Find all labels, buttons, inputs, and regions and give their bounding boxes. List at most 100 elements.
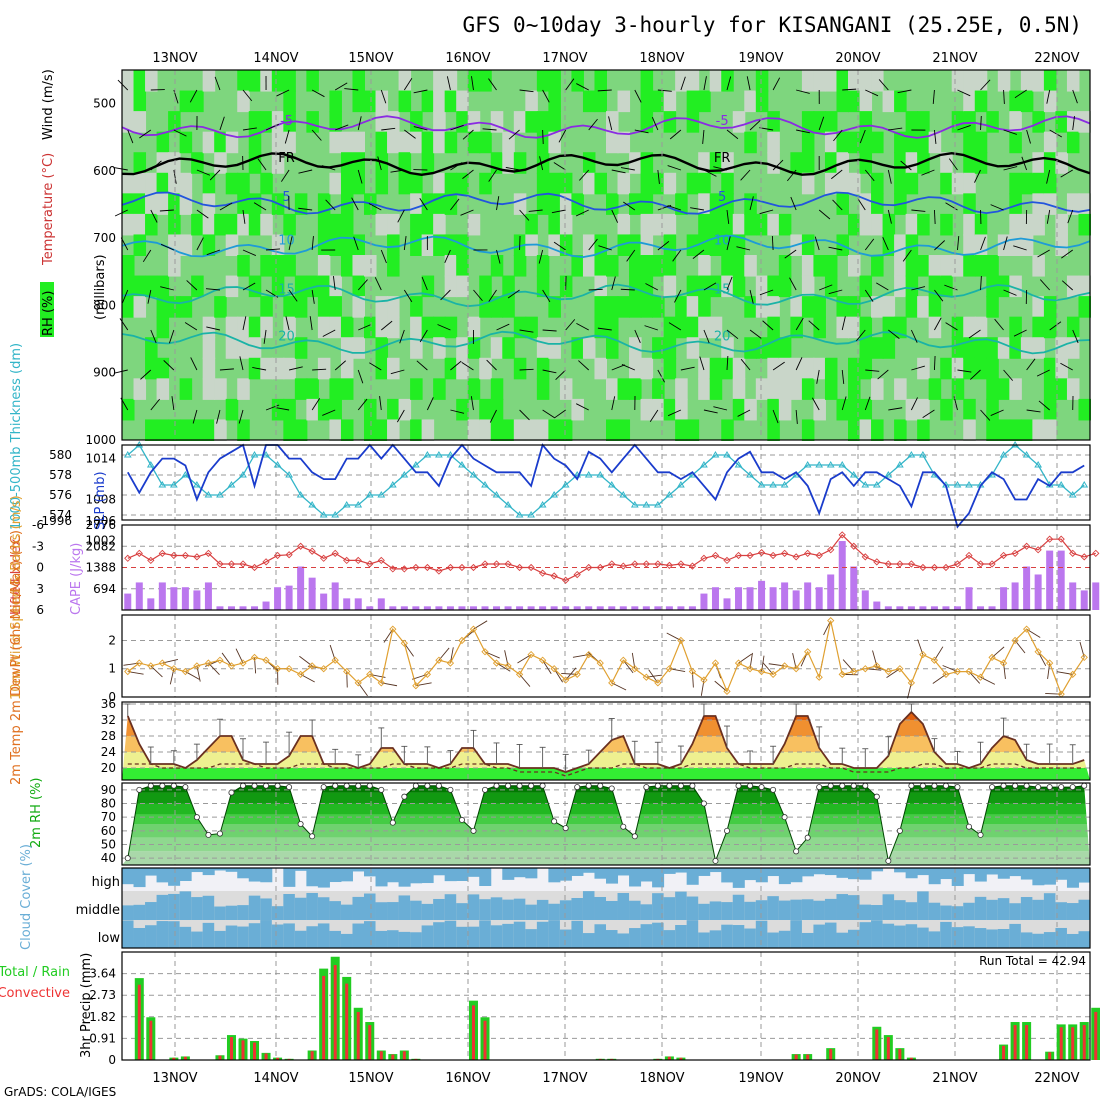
thickness-marker — [919, 451, 927, 458]
rh-cell-dry — [202, 357, 216, 380]
lifted-index-marker — [1069, 549, 1077, 557]
rh-cell-dry — [502, 131, 515, 154]
wind-barb — [713, 166, 728, 171]
rh-cell-dry — [801, 172, 815, 195]
precip-convective-bar — [471, 1005, 475, 1060]
rh-cell-moist — [917, 419, 930, 441]
rh-cell-moist — [963, 111, 976, 133]
wind-speed-marker — [596, 659, 604, 667]
cloud-cell — [260, 868, 273, 883]
wind-speed-marker — [354, 679, 362, 687]
wind-barb — [597, 327, 612, 331]
thickness-marker — [884, 471, 893, 478]
isotherm-label: 5 — [718, 190, 726, 205]
rh-cell-moist — [894, 419, 907, 441]
rh-cell-moist — [882, 234, 896, 256]
rh2m-marker — [1058, 784, 1065, 791]
thickness-marker — [227, 481, 236, 488]
rh-cell-moist — [848, 419, 861, 441]
run-total-label: Run Total = 42.94 — [979, 954, 1086, 968]
rh-cell-dry — [894, 234, 907, 256]
wind-barb — [578, 360, 590, 371]
cloud-cell — [629, 900, 642, 920]
top-date-axis: 13NOV 14NOV 15NOV 16NOV 17NOV 18NOV 19NOV 20NOV… — [152, 51, 1079, 66]
rh-cell-moist — [767, 275, 780, 298]
rh-cell-moist — [744, 337, 757, 359]
rh2m-marker — [539, 782, 546, 789]
rh-cell-dry — [329, 419, 342, 441]
rh-cell-moist — [421, 131, 435, 154]
cloud-cell — [744, 868, 757, 881]
wind-barb — [588, 288, 603, 291]
rh-cell-moist — [237, 419, 250, 441]
cloud-cell — [675, 868, 688, 873]
wind-barb — [397, 209, 405, 223]
cloud-cell — [168, 921, 181, 948]
cloud-cell — [467, 894, 480, 920]
cloud-cell — [133, 927, 146, 948]
wind-barb — [551, 209, 566, 214]
rh-cell-moist — [398, 90, 412, 113]
wind-barb — [795, 409, 798, 424]
rh2m-marker — [193, 814, 200, 821]
cape-bar — [170, 587, 178, 610]
rh-cell-moist — [271, 255, 285, 277]
wind-barb — [887, 209, 892, 224]
wind-speed-marker — [193, 662, 201, 670]
wind-barb — [558, 129, 567, 143]
thickness-marker — [849, 471, 858, 478]
rh-cell-moist — [548, 111, 561, 133]
cape-axis-label: CAPE (J/kg) — [69, 543, 84, 615]
lifted-index-marker — [250, 563, 259, 572]
rh2m-marker — [620, 823, 627, 830]
rh-cell-moist — [306, 111, 319, 133]
wind-barb — [390, 369, 405, 375]
rh2m-marker — [654, 782, 661, 789]
wind-barb — [216, 409, 221, 424]
lifted-index-marker — [873, 558, 881, 566]
wind-speed-marker — [273, 665, 282, 673]
wind-speed-marker — [262, 656, 270, 664]
wind-barb — [311, 129, 322, 141]
rh-cell-dry — [225, 337, 239, 359]
cape-bar — [274, 587, 282, 610]
rh-cell-moist — [479, 172, 492, 195]
lifted-index-marker — [527, 563, 535, 572]
rh-cell-dry — [513, 111, 527, 133]
cape-bar — [665, 606, 673, 610]
rh-cell-moist — [548, 90, 561, 113]
rh-cell-moist — [698, 275, 711, 298]
cloud-cell — [444, 894, 457, 920]
rh2m-marker — [885, 857, 892, 864]
rh-cell-moist — [260, 255, 273, 277]
wind-barb — [911, 365, 925, 371]
rh-cell-moist — [663, 255, 677, 277]
rh-cell-moist — [133, 70, 147, 92]
rh-cell-moist — [640, 255, 654, 277]
wind-barb — [471, 76, 474, 91]
rh-cell-moist — [824, 275, 838, 298]
thickness-marker — [619, 491, 628, 498]
rh-cell-dry — [940, 255, 953, 277]
cape-bar — [527, 606, 535, 610]
cloud-cell — [824, 868, 837, 876]
rh-cell-moist — [997, 378, 1011, 400]
rh-cell-moist — [283, 255, 296, 277]
cape-bar — [827, 574, 835, 610]
rh-cell-dry — [824, 172, 838, 195]
cape-bar — [308, 577, 316, 610]
wind-barb — [608, 116, 613, 131]
rh-cell-dry — [260, 316, 273, 339]
cloud-cell — [571, 898, 584, 920]
temp2m-tick-label: 28 — [101, 729, 116, 743]
wind-barb — [266, 248, 281, 251]
thickness-marker — [193, 481, 201, 488]
rh-cell-moist — [629, 296, 642, 318]
rh-cell-moist — [848, 90, 861, 113]
wind-barb — [877, 369, 889, 380]
wind-speed-marker — [988, 653, 996, 662]
cloud-cell — [894, 925, 907, 948]
wind-barb — [446, 76, 451, 91]
thickness-marker — [1034, 461, 1043, 468]
wind-barb — [281, 169, 290, 182]
